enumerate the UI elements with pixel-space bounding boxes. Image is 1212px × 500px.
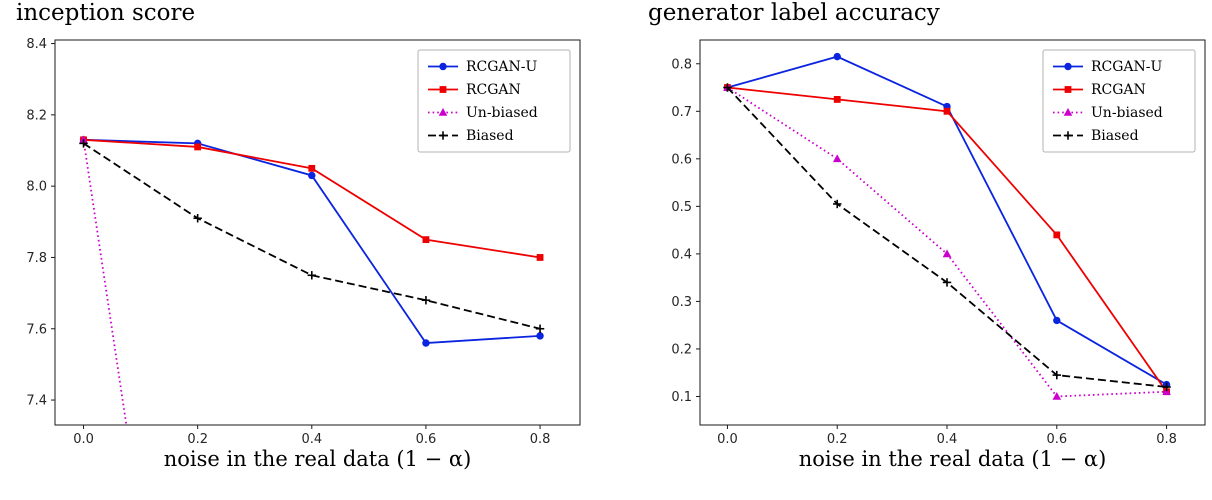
- circle-marker: [439, 62, 447, 71]
- left-chart-title: inception score: [16, 0, 196, 26]
- square-marker: [194, 143, 202, 151]
- circle-marker: [536, 332, 544, 340]
- y-tick-label: 0.2: [671, 342, 692, 357]
- square-marker: [1053, 231, 1061, 239]
- y-tick-label: 0.7: [671, 105, 692, 120]
- x-tick-label: 0.6: [416, 432, 437, 447]
- circle-marker: [422, 339, 430, 347]
- x-tick-label: 0.0: [73, 432, 94, 447]
- square-marker: [422, 236, 430, 244]
- series-Biased: [723, 83, 1171, 392]
- x-tick-label: 0.2: [827, 432, 848, 447]
- circle-marker: [308, 171, 316, 180]
- square-marker: [308, 164, 316, 172]
- y-tick-label: 0.8: [671, 57, 692, 72]
- legend: RCGAN-U RCGAN Un-biased Biased: [417, 49, 571, 153]
- square-marker: [943, 107, 951, 115]
- legend-label: Biased: [1091, 128, 1139, 144]
- y-tick-label: 7.6: [26, 322, 47, 337]
- right-xaxis-label: noise in the real data (1 − α): [798, 447, 1107, 471]
- x-tick-label: 0.2: [187, 432, 208, 447]
- circle-marker: [1064, 62, 1072, 71]
- y-tick-label: 0.3: [671, 295, 692, 310]
- square-marker: [439, 86, 447, 93]
- right-chart-title: generator label accuracy: [648, 0, 940, 26]
- legend: RCGAN-U RCGAN Un-biased Biased: [1042, 49, 1196, 153]
- legend-label: Un-biased: [1091, 105, 1163, 121]
- legend-label: RCGAN-U: [466, 59, 538, 75]
- left-xaxis-label: noise in the real data (1 − α): [163, 447, 472, 471]
- triangle-marker: [832, 154, 842, 163]
- y-tick-label: 8.0: [26, 180, 47, 195]
- x-tick-label: 0.0: [717, 432, 738, 447]
- y-tick-label: 8.4: [26, 37, 47, 52]
- y-tick-label: 0.5: [671, 200, 692, 215]
- series-RCGAN: [80, 136, 544, 261]
- triangle-marker: [1063, 108, 1073, 116]
- x-tick-label: 0.6: [1046, 432, 1067, 447]
- chart-accuracy: 0.0 0.2 0.4 0.6 0.8 0.1 0.2 0.3 0.4 0.5 0.6 0.7 0.8 R…: [671, 39, 1206, 447]
- y-tick-label: 0.6: [671, 152, 692, 167]
- legend-label: RCGAN: [1091, 82, 1146, 98]
- series-Un-biased: [79, 135, 128, 425]
- axes-frame: [699, 39, 1206, 426]
- triangle-marker: [438, 108, 448, 116]
- y-tick-label: 7.8: [26, 251, 47, 266]
- circle-marker: [1053, 316, 1061, 325]
- x-tick-label: 0.8: [530, 432, 551, 447]
- triangle-marker: [1052, 391, 1062, 400]
- square-marker: [1064, 86, 1072, 93]
- y-tick-label: 0.1: [671, 390, 692, 405]
- axes-frame: [54, 39, 581, 426]
- square-marker: [833, 96, 841, 103]
- y-tick-label: 7.4: [26, 394, 47, 409]
- x-tick-label: 0.8: [1156, 432, 1177, 447]
- x-tick-label: 0.4: [937, 432, 958, 447]
- chart-inception: 0.0 0.2 0.4 0.6 0.8 7.4 7.6 7.8 8.0 8.2 8.4 RCGAN-U…: [26, 37, 581, 447]
- circle-marker: [833, 52, 841, 61]
- legend-label: RCGAN-U: [1091, 59, 1163, 75]
- x-tick-label: 0.4: [301, 432, 322, 447]
- legend-label: Un-biased: [466, 105, 538, 121]
- triangle-marker: [942, 249, 952, 258]
- legend-label: RCGAN: [466, 82, 521, 98]
- y-tick-label: 0.4: [671, 247, 692, 262]
- legend-label: Biased: [466, 128, 514, 144]
- y-tick-label: 8.2: [26, 108, 47, 123]
- series-Biased: [79, 139, 545, 333]
- square-marker: [536, 254, 544, 261]
